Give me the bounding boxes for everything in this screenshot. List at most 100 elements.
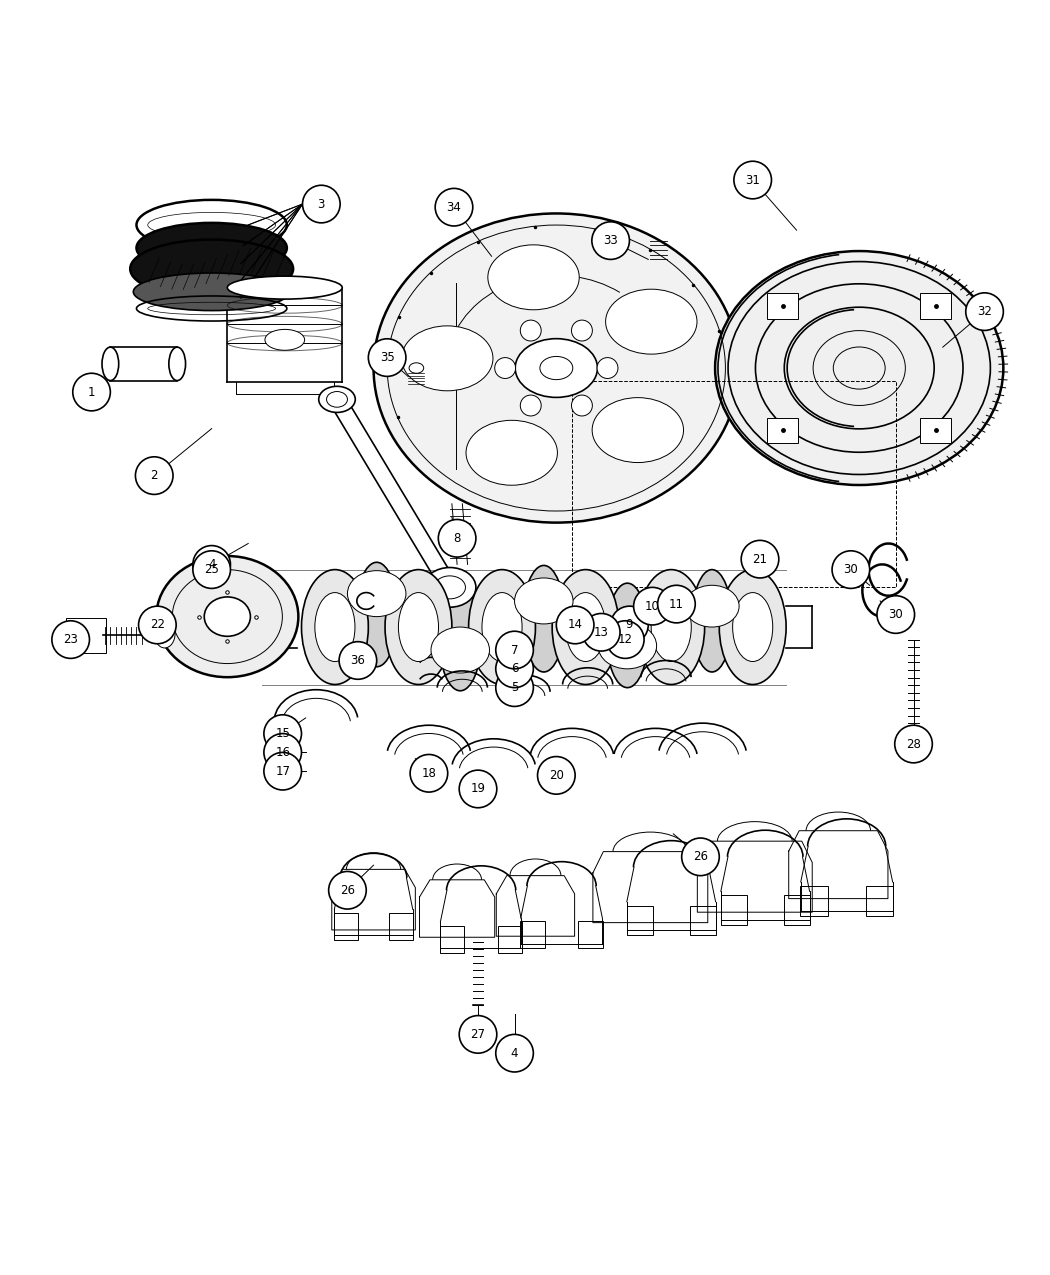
- Text: 31: 31: [746, 173, 760, 186]
- Text: 9: 9: [626, 618, 633, 631]
- Ellipse shape: [651, 593, 691, 662]
- Circle shape: [583, 613, 621, 652]
- Circle shape: [411, 755, 447, 792]
- Ellipse shape: [401, 326, 492, 391]
- Ellipse shape: [348, 571, 406, 617]
- Ellipse shape: [488, 245, 580, 310]
- Text: 3: 3: [318, 198, 326, 210]
- Circle shape: [193, 551, 230, 588]
- Ellipse shape: [133, 273, 290, 311]
- Bar: [572, 380, 896, 588]
- Text: 26: 26: [340, 884, 355, 896]
- Text: 2: 2: [150, 469, 157, 482]
- Circle shape: [72, 374, 110, 411]
- FancyBboxPatch shape: [920, 293, 951, 319]
- Circle shape: [734, 161, 772, 199]
- Text: 6: 6: [510, 662, 519, 676]
- Circle shape: [556, 606, 594, 644]
- Ellipse shape: [205, 597, 250, 636]
- Circle shape: [139, 606, 176, 644]
- Circle shape: [135, 456, 173, 495]
- Circle shape: [339, 641, 377, 680]
- Ellipse shape: [169, 347, 186, 380]
- Text: 15: 15: [275, 727, 290, 739]
- Circle shape: [895, 725, 932, 762]
- Text: 11: 11: [669, 598, 684, 611]
- Ellipse shape: [482, 593, 522, 662]
- Circle shape: [571, 395, 592, 416]
- Bar: [110, 347, 177, 380]
- FancyBboxPatch shape: [920, 417, 951, 442]
- Text: 20: 20: [549, 769, 564, 782]
- Text: 25: 25: [205, 564, 219, 576]
- Circle shape: [571, 320, 592, 340]
- Text: 4: 4: [510, 1047, 519, 1060]
- Ellipse shape: [265, 329, 304, 351]
- Ellipse shape: [692, 570, 732, 672]
- Ellipse shape: [719, 570, 786, 685]
- Text: 30: 30: [843, 564, 858, 576]
- FancyBboxPatch shape: [768, 293, 798, 319]
- Ellipse shape: [685, 585, 739, 627]
- Ellipse shape: [514, 578, 573, 623]
- Text: 10: 10: [645, 599, 659, 613]
- FancyBboxPatch shape: [66, 617, 106, 653]
- Circle shape: [264, 715, 301, 752]
- Text: 18: 18: [421, 766, 437, 780]
- Circle shape: [607, 621, 644, 658]
- Text: 16: 16: [275, 746, 290, 759]
- Circle shape: [264, 733, 301, 771]
- Ellipse shape: [356, 562, 398, 667]
- Ellipse shape: [592, 398, 684, 463]
- Circle shape: [681, 838, 719, 876]
- Circle shape: [496, 650, 533, 687]
- Ellipse shape: [715, 251, 1004, 484]
- Circle shape: [966, 293, 1004, 330]
- Ellipse shape: [468, 570, 536, 685]
- Circle shape: [633, 588, 671, 625]
- Text: 34: 34: [446, 200, 461, 214]
- Ellipse shape: [523, 565, 565, 672]
- Circle shape: [741, 541, 779, 578]
- Ellipse shape: [315, 593, 355, 662]
- Ellipse shape: [516, 339, 597, 398]
- Circle shape: [51, 621, 89, 658]
- Circle shape: [459, 1016, 497, 1053]
- Circle shape: [264, 752, 301, 790]
- Ellipse shape: [733, 593, 773, 662]
- Ellipse shape: [385, 570, 452, 685]
- Circle shape: [496, 631, 533, 669]
- Ellipse shape: [319, 386, 355, 412]
- Ellipse shape: [566, 593, 606, 662]
- Circle shape: [369, 339, 406, 376]
- Ellipse shape: [606, 289, 697, 354]
- Circle shape: [496, 669, 533, 706]
- Ellipse shape: [439, 588, 481, 691]
- Ellipse shape: [228, 277, 342, 300]
- Ellipse shape: [430, 627, 489, 673]
- Ellipse shape: [607, 583, 648, 687]
- Circle shape: [611, 606, 648, 644]
- Circle shape: [521, 320, 541, 340]
- Text: 32: 32: [978, 305, 992, 319]
- Text: 23: 23: [63, 634, 78, 646]
- Ellipse shape: [130, 240, 293, 298]
- Circle shape: [832, 551, 869, 588]
- Circle shape: [459, 770, 497, 808]
- Text: 12: 12: [617, 634, 633, 646]
- Text: 7: 7: [510, 644, 519, 657]
- Text: 8: 8: [454, 532, 461, 544]
- Circle shape: [597, 357, 618, 379]
- Text: 22: 22: [150, 618, 165, 631]
- Ellipse shape: [136, 223, 287, 273]
- Text: 21: 21: [753, 552, 768, 566]
- Circle shape: [302, 185, 340, 223]
- Circle shape: [329, 871, 366, 909]
- Text: 36: 36: [351, 654, 365, 667]
- Text: 26: 26: [693, 850, 708, 863]
- Ellipse shape: [154, 618, 175, 648]
- Ellipse shape: [424, 567, 476, 607]
- Ellipse shape: [466, 421, 558, 486]
- Text: 27: 27: [470, 1028, 485, 1040]
- Text: 1: 1: [88, 385, 96, 399]
